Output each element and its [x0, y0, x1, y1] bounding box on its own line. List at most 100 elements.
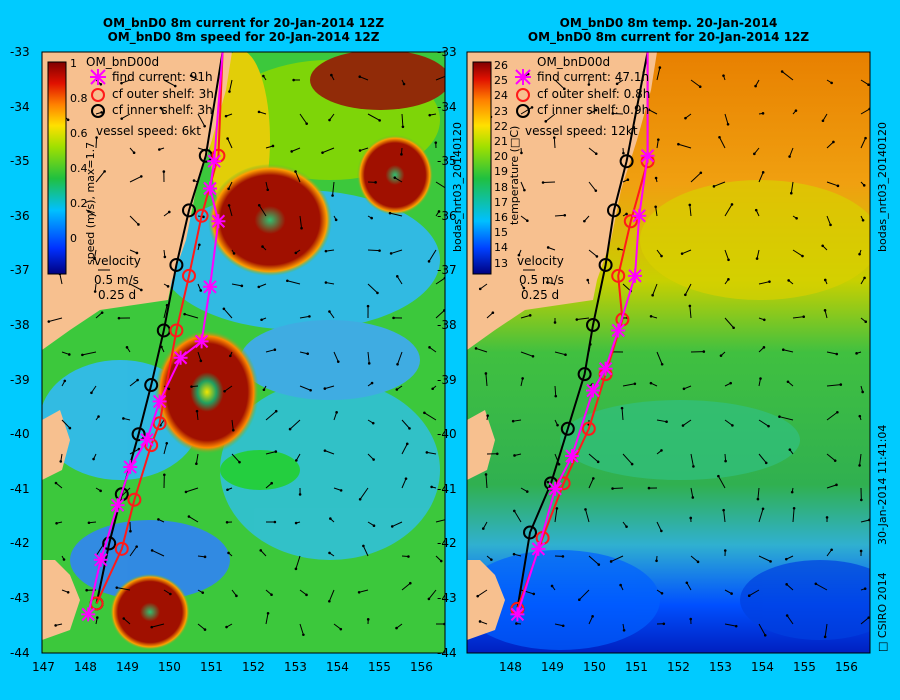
velocity-arrow-head: [555, 507, 559, 510]
velocity-arrow: [367, 113, 380, 121]
left-title-line1: OM_bnD0 8m current for 20-Jan-2014 12Z: [102, 16, 385, 30]
velocity-arrow: [299, 589, 307, 596]
x-tick-label: 152: [242, 660, 265, 674]
velocity-arrow: [824, 623, 828, 637]
velocity-arrow-head: [792, 506, 796, 510]
velocity-arrow-head: [823, 635, 827, 639]
velocity-arrow-head: [235, 594, 238, 598]
eddy-northeast: [357, 135, 433, 215]
velocity-arrow: [289, 419, 301, 430]
velocity-arrow: [324, 450, 335, 455]
velocity-arrow: [815, 583, 828, 591]
velocity-arrow-head: [722, 74, 725, 77]
velocity-arrow: [224, 385, 233, 392]
velocity-arrow: [485, 474, 488, 489]
velocity-arrow-head: [859, 549, 863, 553]
velocity-arrow-head: [861, 218, 865, 222]
velocity-arrow: [486, 312, 494, 319]
velocity-arrow-head: [227, 187, 230, 191]
right-side-label: bodas_nrt03_20140120: [876, 122, 889, 252]
velocity-arrow: [756, 249, 760, 259]
velocity-arrow-head: [665, 420, 668, 423]
velocity-arrow-head: [625, 525, 628, 528]
velocity-arrow-head: [730, 203, 734, 206]
velocity-arrow-head: [747, 594, 751, 598]
y-tick-label: -37: [437, 263, 457, 278]
velocity-arrow-head: [137, 223, 140, 226]
velocity-arrow-head: [722, 508, 725, 512]
velocity-arrow: [55, 482, 63, 489]
velocity-arrow: [121, 79, 131, 84]
velocity-arrow: [197, 623, 206, 630]
velocity-arrow-head: [309, 388, 312, 392]
velocity-arrow-head: [680, 252, 684, 256]
velocity-arrow-head: [266, 611, 270, 615]
velocity-arrow-head: [763, 318, 766, 322]
outer-track-marker: [114, 541, 129, 556]
velocity-arrow: [520, 314, 531, 319]
velocity-arrow: [48, 317, 63, 323]
velocity-arrow-head: [408, 427, 411, 430]
velocity-arrow: [656, 419, 667, 423]
velocity-arrow-head: [238, 460, 241, 464]
velocity-arrow: [554, 508, 558, 523]
velocity-arrow: [123, 618, 131, 625]
velocity-arrow-head: [756, 497, 760, 501]
velocity-arrow-head: [768, 280, 771, 283]
left-title: OM_bnD0 8m current for 20-Jan-2014 12Z O…: [42, 16, 445, 44]
velocity-arrow-head: [764, 461, 768, 465]
velocity-arrow: [792, 249, 803, 257]
velocity-arrow-head: [434, 141, 438, 144]
velocity-arrow-head: [660, 592, 664, 595]
velocity-arrow: [129, 175, 142, 183]
velocity-arrow-head: [712, 185, 716, 188]
left-legend-inner: cf inner shelf: 3h: [112, 103, 213, 117]
velocity-arrow: [758, 623, 766, 636]
colorbar-tick-label: 0: [70, 232, 77, 245]
y-tick-label: -38: [10, 318, 30, 332]
velocity-arrow-head: [336, 360, 340, 363]
velocity-arrow-head: [290, 150, 294, 153]
velocity-arrow-head: [655, 559, 658, 563]
velocity-arrow-head: [780, 70, 784, 73]
velocity-arrow-head: [372, 458, 375, 461]
velocity-arrow: [689, 204, 692, 217]
velocity-arrow: [588, 555, 600, 565]
velocity-arrow-head: [785, 583, 788, 586]
velocity-arrow-head: [647, 486, 651, 490]
velocity-arrow-head: [530, 106, 534, 109]
y-tick-label: -36: [10, 208, 30, 223]
velocity-arrow-head: [611, 487, 614, 490]
velocity-arrow: [129, 546, 138, 557]
velocity-arrow: [757, 487, 760, 500]
velocity-arrow-head: [787, 279, 790, 282]
velocity-arrow: [426, 451, 437, 455]
velocity-arrow-head: [136, 378, 139, 382]
velocity-arrow-head: [184, 490, 188, 494]
velocity-arrow-head: [860, 498, 863, 502]
velocity-arrow: [656, 139, 659, 149]
velocity-arrow: [588, 616, 594, 625]
x-tick-label: 148: [74, 660, 97, 674]
velocity-arrow: [826, 141, 834, 149]
inner-track-marker: [169, 257, 184, 272]
right-legend-outer: cf outer shelf: 0.8h: [537, 87, 651, 101]
velocity-arrow-head: [67, 353, 71, 356]
velocity-arrow-head: [198, 243, 201, 247]
velocity-arrow-head: [734, 624, 738, 628]
velocity-arrow-head: [478, 620, 482, 623]
velocity-arrow-head: [732, 326, 735, 330]
velocity-arrow-head: [759, 377, 762, 380]
velocity-arrow-head: [85, 588, 88, 592]
right-velocity-label: velocity: [517, 254, 564, 268]
colorbar-tick-label: 0.4: [70, 162, 88, 175]
velocity-arrow: [95, 171, 106, 183]
velocity-arrow-head: [358, 149, 362, 152]
velocity-arrow-head: [226, 488, 229, 492]
velocity-arrow-head: [357, 590, 361, 594]
velocity-arrow: [826, 411, 838, 421]
velocity-arrow-head: [431, 387, 434, 391]
velocity-arrow: [328, 589, 335, 602]
velocity-arrow-head: [719, 354, 723, 357]
velocity-arrow-head: [370, 216, 373, 220]
